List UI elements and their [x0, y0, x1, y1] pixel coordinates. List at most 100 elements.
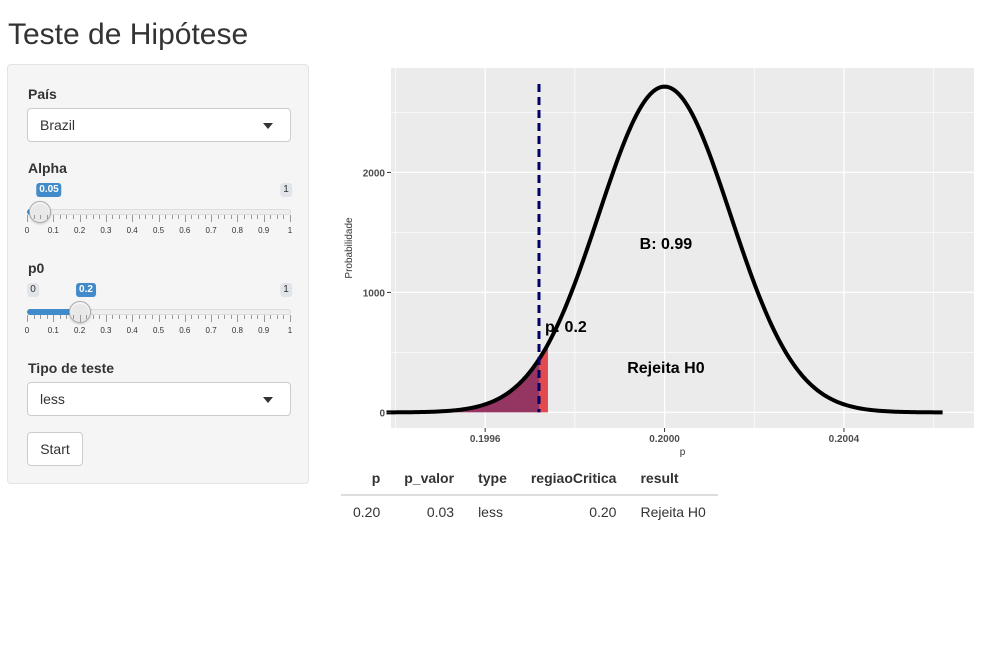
slider-tick — [33, 215, 35, 219]
slider-tick-label: 0.3 — [100, 226, 112, 235]
slider-tick — [191, 315, 193, 319]
slider-tick — [73, 215, 75, 219]
slider-tick — [46, 315, 48, 319]
page-title: Teste de Hipótese — [8, 18, 249, 51]
p0-slider-handle[interactable] — [68, 301, 91, 323]
slider-tick — [145, 215, 147, 219]
slider-tick — [125, 315, 127, 319]
slider-tick — [230, 215, 232, 219]
slider-tick — [290, 315, 291, 322]
alpha-slider-handle[interactable] — [29, 201, 52, 223]
x-axis-label: p — [680, 447, 686, 458]
slider-tick-label: 0.6 — [179, 226, 191, 235]
slider-tick — [132, 315, 134, 322]
slider-tick — [40, 315, 42, 319]
slider-tick — [66, 215, 68, 219]
slider-tick — [237, 315, 239, 322]
slider-tick — [270, 315, 272, 319]
cell-type: less — [478, 504, 503, 520]
slider-tick — [151, 315, 153, 319]
slider-tick — [73, 315, 75, 319]
slider-tick — [243, 315, 245, 319]
tipo-teste-select-value: less — [40, 391, 65, 407]
chart-annotation: p: 0.2 — [545, 319, 587, 336]
chart-annotation: Rejeita H0 — [627, 360, 704, 377]
header-p-valor: p_valor — [392, 466, 467, 496]
chart-annotation: B: 0.99 — [640, 236, 693, 253]
start-button[interactable]: Start — [27, 432, 83, 466]
pais-label: País — [28, 86, 57, 102]
p0-slider[interactable]: 0 0.2 1 0 0.1 0.2 0.3 0.4 0.5 0.6 0.7 0.8 0.9 1 — [24, 283, 293, 345]
chart-annotations: B: 0.99 p: 0.2 Rejeita H0 — [545, 236, 705, 377]
slider-tick — [53, 215, 55, 222]
slider-tick — [263, 215, 265, 222]
y-axis-label: Probabilidade — [344, 217, 355, 279]
p0-min-bubble: 0 — [27, 283, 39, 297]
p0-value-bubble: 0.2 — [76, 283, 96, 297]
slider-tick — [112, 215, 114, 219]
slider-tick — [27, 215, 28, 222]
slider-tick — [99, 215, 101, 219]
slider-tick — [224, 215, 226, 219]
slider-tick-label: 0.3 — [100, 326, 112, 335]
results-table: p p_valor type regiaoCritica result 0.20… — [341, 466, 718, 528]
slider-tick — [171, 215, 173, 219]
cell-result: Rejeita H0 — [640, 504, 706, 520]
pais-select[interactable]: Brazil — [27, 108, 291, 142]
hypothesis-test-chart: B: 0.99 p: 0.2 Rejeita H0 0.1996 0.2000 0.20… — [344, 68, 974, 458]
slider-tick — [276, 215, 278, 219]
p0-max-bubble: 1 — [280, 283, 292, 297]
header-type: type — [466, 466, 519, 496]
header-result: result — [628, 466, 718, 496]
cell-p-valor: 0.03 — [426, 504, 455, 520]
header-regiao-critica: regiaoCritica — [518, 466, 629, 496]
slider-tick — [217, 215, 219, 219]
slider-tick — [151, 215, 153, 219]
tipo-teste-select[interactable]: less — [27, 382, 291, 416]
slider-tick-label: 0.8 — [231, 226, 243, 235]
slider-tick-label: 0.1 — [47, 326, 59, 335]
slider-tick — [46, 215, 48, 219]
slider-tick — [184, 215, 186, 222]
slider-tick-label: 0.9 — [258, 226, 270, 235]
alpha-slider-ticks — [27, 215, 291, 225]
slider-tick — [290, 215, 291, 222]
slider-tick — [224, 315, 226, 319]
slider-tick-label: 1 — [287, 226, 293, 235]
y-tick-label: 1000 — [363, 288, 386, 299]
alpha-slider[interactable]: 0.05 1 0 0.1 0.2 0.3 0.4 0.5 0.6 0.7 0.8 0.9 1 — [25, 183, 293, 245]
slider-tick — [132, 215, 134, 222]
slider-tick — [99, 315, 101, 319]
slider-tick-label: 0.5 — [152, 226, 165, 235]
slider-tick — [230, 315, 232, 319]
p0-slider-fill — [27, 309, 80, 315]
slider-tick — [138, 315, 140, 319]
p0-label: p0 — [28, 260, 45, 276]
table-header-row: p p_valor type regiaoCritica result — [341, 466, 718, 496]
slider-tick-label: 1 — [287, 326, 293, 335]
table-row: 0.20 0.03 less 0.20 Rejeita H0 — [341, 495, 718, 528]
slider-tick — [270, 215, 272, 219]
slider-tick-label: 0.4 — [126, 326, 138, 335]
slider-tick — [79, 215, 81, 222]
alpha-value-bubble: 0.05 — [36, 183, 62, 197]
slider-tick-label: 0.6 — [179, 326, 191, 335]
y-tick-label: 0 — [379, 408, 385, 419]
slider-tick — [178, 315, 180, 319]
slider-tick — [125, 215, 127, 219]
slider-tick — [105, 215, 107, 222]
slider-tick — [263, 315, 265, 322]
slider-tick-label: 0 — [24, 326, 30, 335]
slider-tick — [40, 215, 42, 219]
slider-tick — [138, 215, 140, 219]
slider-tick — [53, 315, 55, 322]
slider-tick — [283, 315, 285, 319]
slider-tick — [165, 315, 167, 319]
slider-tick — [197, 215, 199, 219]
sidebar-panel: País Brazil Alpha 0.05 1 0 0.1 0.2 0.3 0.4 0.… — [7, 64, 309, 484]
slider-tick — [171, 315, 173, 319]
tipo-teste-label: Tipo de teste — [28, 360, 115, 376]
slider-tick — [145, 315, 147, 319]
slider-tick — [204, 215, 206, 219]
slider-tick — [119, 315, 121, 319]
